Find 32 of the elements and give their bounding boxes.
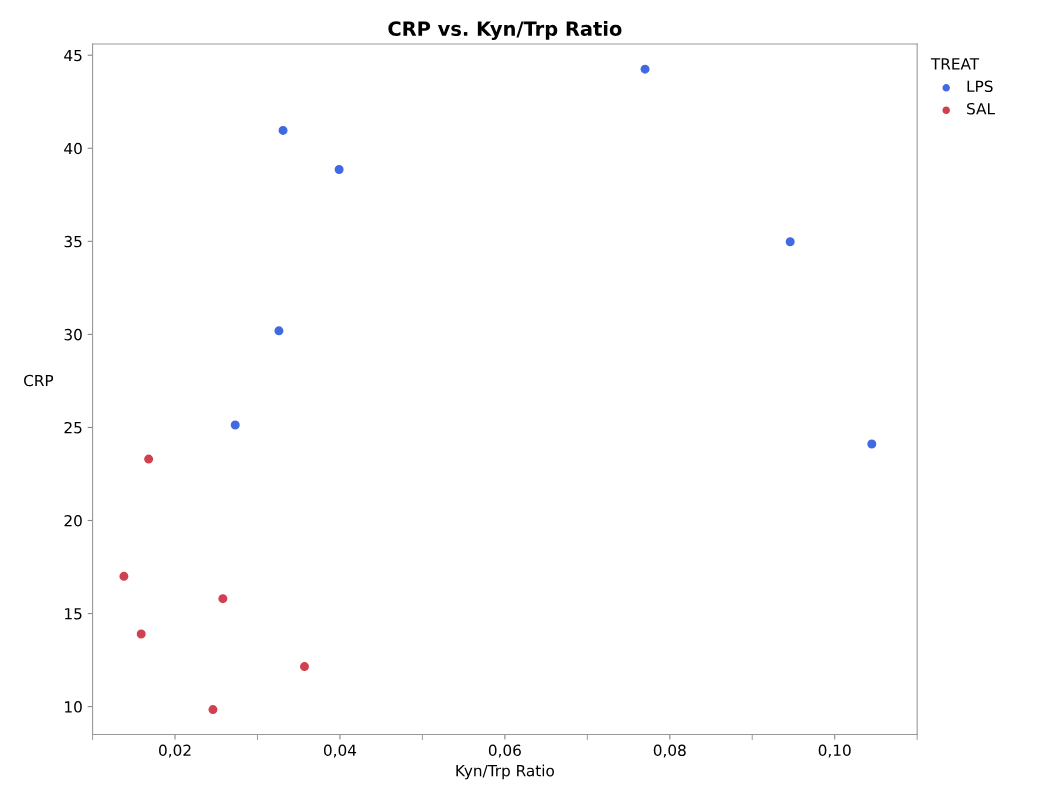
point <box>299 662 309 672</box>
x-tick-label: 0,08 <box>653 744 686 758</box>
point <box>334 164 344 174</box>
x-tick-label: 0,06 <box>488 744 521 758</box>
legend-label: SAL <box>967 102 995 115</box>
y-tick-label: 35 <box>64 235 82 248</box>
point <box>144 454 154 464</box>
legend-label: LPS <box>967 80 993 93</box>
point <box>278 125 288 135</box>
y-tick-label: 25 <box>64 421 82 434</box>
point <box>119 571 129 581</box>
point <box>640 64 650 74</box>
x-axis-title: Kyn/Trp Ratio <box>456 764 554 780</box>
y-axis-title: CRP <box>24 374 54 387</box>
point <box>274 326 284 336</box>
chart-title: CRP vs. Kyn/Trp Ratio <box>388 20 622 40</box>
x-tick-label: 0,10 <box>818 744 851 758</box>
point <box>785 237 795 247</box>
point <box>136 629 146 639</box>
point <box>867 439 877 449</box>
y-tick-label: 45 <box>64 49 82 62</box>
point <box>230 420 240 430</box>
y-tick-label: 20 <box>64 514 82 527</box>
point <box>218 594 228 604</box>
y-tick-label: 40 <box>64 142 82 155</box>
point <box>208 705 218 715</box>
y-tick-label: 15 <box>65 608 82 620</box>
x-tick-label: 0,02 <box>159 744 191 758</box>
x-tick-label: 0,04 <box>323 744 357 758</box>
legend-title: TREAT <box>930 58 980 70</box>
y-tick-label: 10 <box>65 701 82 713</box>
y-tick-label: 30 <box>64 328 82 341</box>
